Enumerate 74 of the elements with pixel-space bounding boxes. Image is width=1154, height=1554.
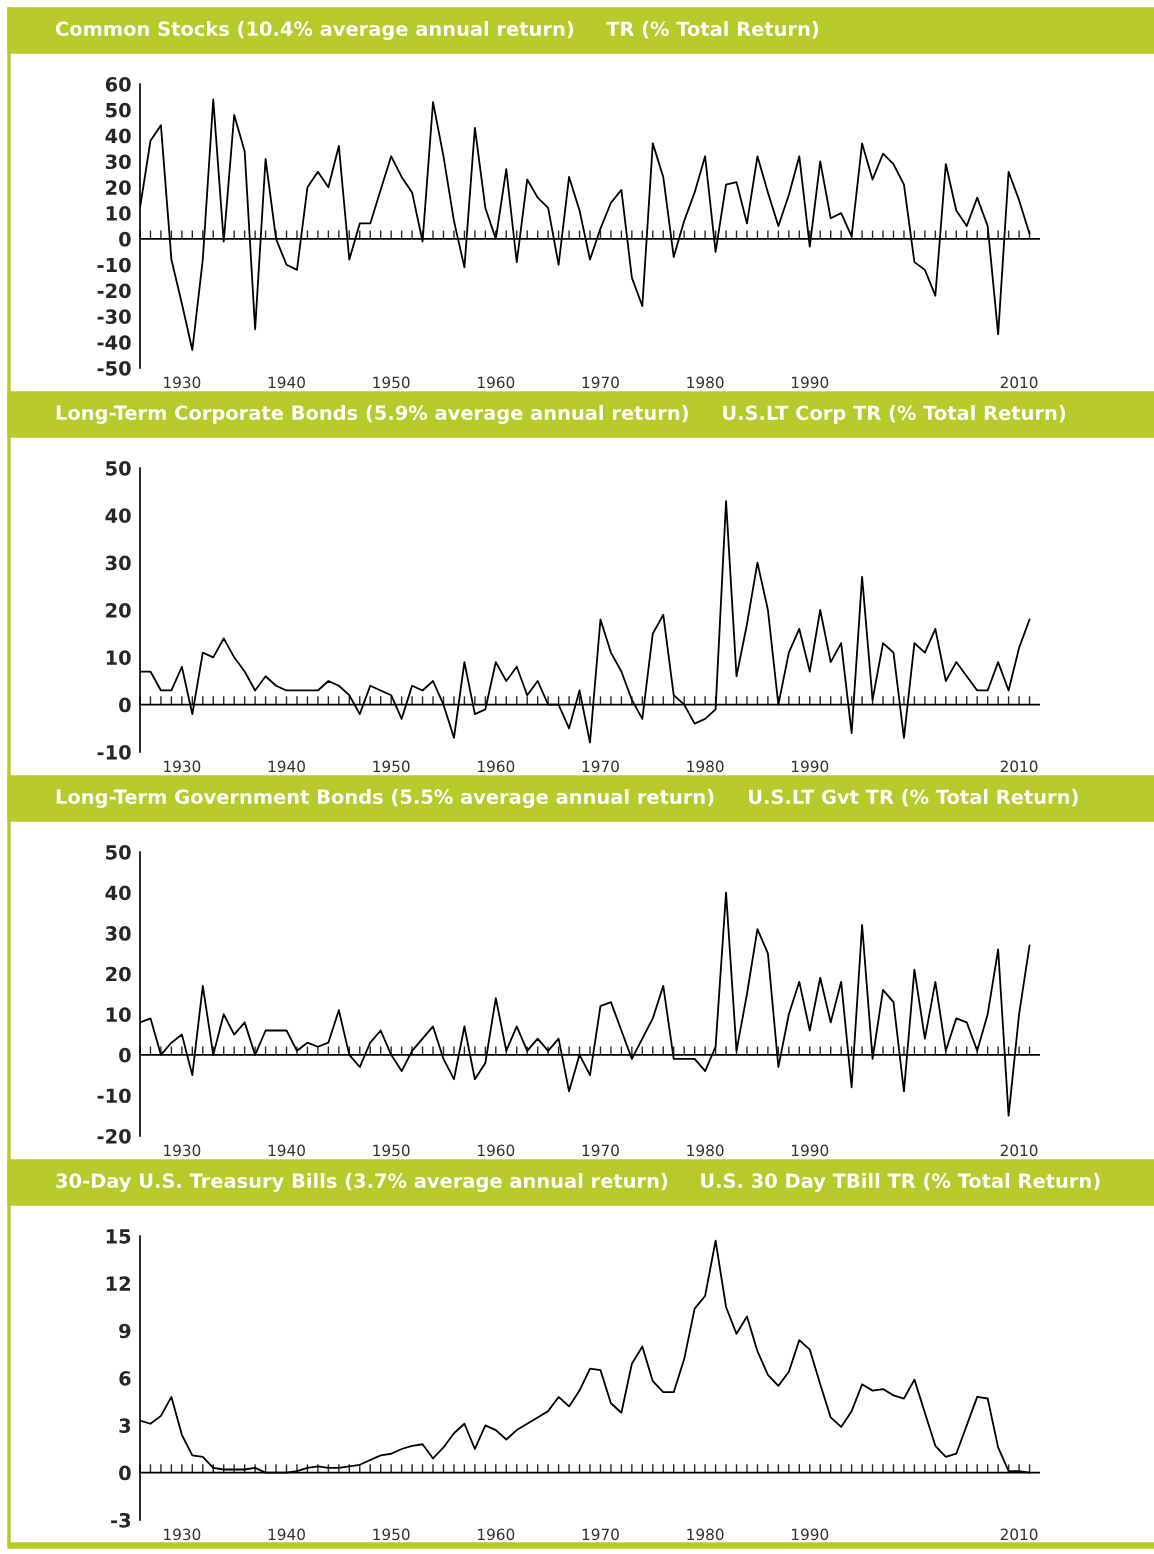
y-tick-label: 20 [106,966,131,982]
y-tick-label: 15 [106,1229,131,1244]
chart-subtitle: TR (% Total Return) [606,21,819,39]
y-tick-label: -20 [97,283,131,299]
x-tick-label: 1970 [582,760,619,773]
y-tick-label: 0 [119,697,131,713]
y-tick-label: -20 [97,1128,131,1144]
chart-subtitle: U.S.LT Gvt TR (% Total Return) [749,789,1078,807]
x-tick-label: 1960 [478,760,515,773]
y-tick-label: -10 [97,257,131,273]
x-tick-label: 1950 [373,1144,410,1157]
x-tick-label: 1960 [478,1528,515,1541]
chart-title: Long-Term Government Bonds (5.5% average annual return) [56,789,714,808]
y-tick-label: 50 [106,102,131,118]
y-tick-label: 0 [119,231,131,247]
y-tick-label: 12 [106,1276,130,1291]
y-tick-label: 0 [119,1047,131,1063]
y-tick-label: 10 [106,1007,131,1022]
x-tick-label: 1930 [164,1144,201,1157]
y-tick-label: 20 [106,602,131,618]
chart-title: 30-Day U.S. Treasury Bills (3.7% average annual return) [56,1173,668,1192]
y-tick-label: 9 [119,1323,131,1339]
y-tick-label: 10 [106,206,131,221]
x-tick-label: 1970 [582,1528,619,1541]
y-tick-label: -40 [97,335,131,350]
y-tick-label: 30 [105,154,131,170]
x-tick-label: 1950 [373,760,410,773]
x-tick-label: 1940 [268,376,305,389]
x-tick-label: 1990 [792,1528,829,1541]
x-tick-label: 1980 [687,760,724,773]
x-tick-label: 1940 [268,1144,305,1157]
x-tick-label: 1950 [373,376,410,389]
x-tick-label: 1980 [687,1144,724,1157]
x-tick-label: 2010 [1000,760,1038,773]
y-tick-label: 60 [105,76,131,92]
x-tick-label: 1990 [792,1144,829,1157]
y-tick-label: -3 [111,1512,131,1528]
x-tick-label: 1950 [373,1528,410,1541]
x-tick-label: 1990 [792,376,829,389]
x-tick-label: 1970 [582,1144,619,1157]
x-tick-label: 1940 [268,1528,305,1541]
y-tick-label: 40 [105,885,131,901]
y-tick-label: -50 [97,360,131,376]
chart-subtitle: U.S. 30 Day TBill TR (% Total Return) [701,1173,1100,1192]
y-tick-label: 40 [105,128,131,144]
y-tick-label: 3 [119,1418,131,1433]
y-tick-label: -10 [97,744,131,760]
x-tick-label: 1940 [268,760,305,773]
x-tick-label: 2010 [1000,1144,1038,1157]
y-tick-label: 40 [105,508,131,523]
y-tick-label: 50 [106,844,131,860]
y-tick-label: 10 [106,650,131,665]
x-tick-label: 1930 [164,1528,201,1541]
x-tick-label: 1970 [582,376,619,389]
x-tick-label: 1930 [164,376,201,389]
chart-title: Long-Term Corporate Bonds (5.9% average annual return) [56,405,688,424]
x-tick-label: 2010 [1000,376,1038,389]
x-tick-label: 1930 [164,760,201,773]
x-tick-label: 1960 [478,376,515,389]
y-tick-label: 50 [106,460,131,476]
y-tick-label: 6 [119,1370,131,1386]
y-tick-label: 30 [105,926,131,941]
x-tick-label: 1960 [478,1144,515,1157]
x-tick-label: 1980 [687,376,724,389]
x-tick-label: 2010 [1000,1528,1038,1541]
chart-subtitle: U.S.LT Corp TR (% Total Return) [723,405,1066,424]
x-tick-label: 1980 [687,1528,724,1541]
chart-title: Common Stocks (10.4% average annual return) [55,21,574,40]
y-tick-label: 0 [119,1465,131,1481]
y-tick-label: -10 [97,1088,131,1104]
x-tick-label: 1990 [792,760,829,773]
y-tick-label: 20 [106,180,131,195]
y-tick-label: -30 [97,309,131,325]
y-tick-label: 30 [105,555,131,571]
